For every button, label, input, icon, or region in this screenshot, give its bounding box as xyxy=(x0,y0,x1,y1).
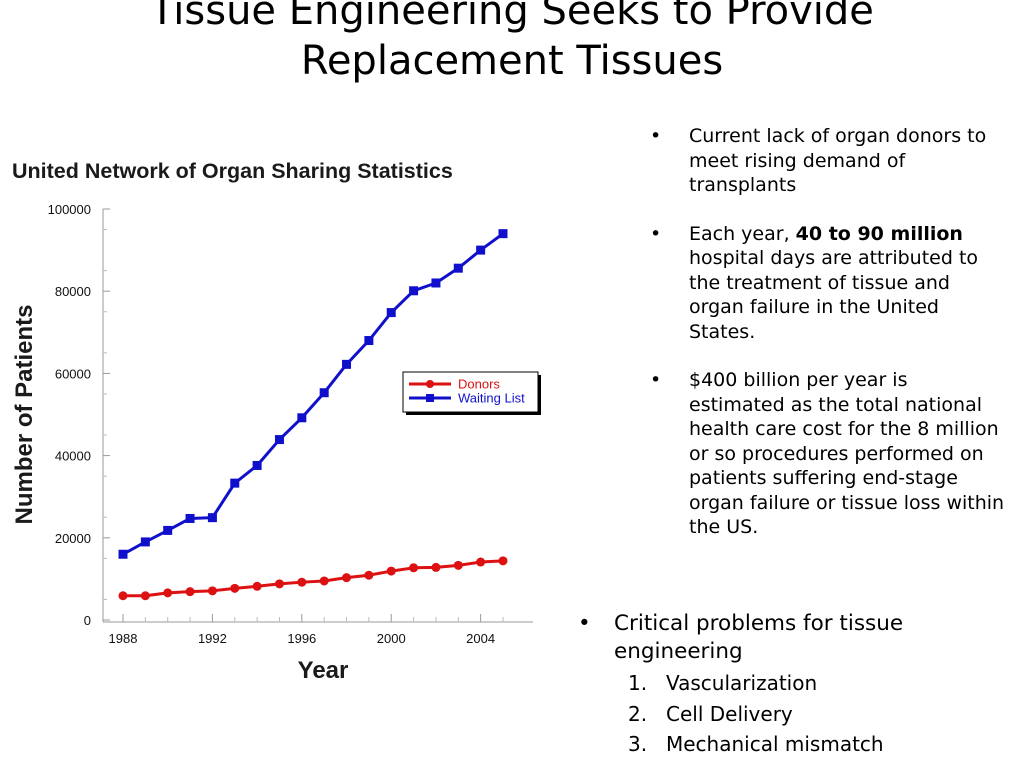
critical-item-vascularization: 1. Vascularization xyxy=(576,668,1016,699)
critical-item-number: 3. xyxy=(628,732,648,756)
slide-title-line-1: Tissue Engineering Seeks to Provide xyxy=(150,0,874,34)
legend-donors-marker xyxy=(426,380,434,388)
bullet-list: Current lack of organ donors to meet ris… xyxy=(648,124,1008,564)
chart-title: United Network of Organ Sharing Statisti… xyxy=(12,159,453,183)
bullet-hospital-days-prefix: Each year, xyxy=(689,222,796,245)
waiting-list-point xyxy=(118,549,128,559)
waiting-list-point xyxy=(163,525,173,535)
y-tick-label: 80000 xyxy=(55,284,91,299)
y-tick-label: 0 xyxy=(84,613,91,628)
donors-point xyxy=(431,562,441,572)
y-axis-label: Number of Patients xyxy=(11,304,38,524)
critical-item-number: 1. xyxy=(628,671,648,695)
slide-title-line-2: Replacement Tissues xyxy=(300,38,724,84)
donors-point xyxy=(319,576,329,586)
critical-item-text: Cell Delivery xyxy=(666,701,793,726)
critical-item-text: Vascularization xyxy=(666,671,818,695)
critical-problems: Critical problems for tissue engineering… xyxy=(576,610,1016,760)
critical-problems-lead-text: Critical problems for tissue engineering xyxy=(614,611,904,664)
donors-point xyxy=(342,573,352,583)
waiting-list-point xyxy=(297,413,307,423)
y-tick-label: 20000 xyxy=(55,531,91,546)
critical-problems-lead: Critical problems for tissue engineering xyxy=(576,610,1016,666)
waiting-list-point xyxy=(185,513,195,523)
donors-point xyxy=(118,591,128,601)
waiting-list-point xyxy=(364,336,374,346)
bullet-hospital-days: Each year, 40 to 90 million hospital day… xyxy=(648,222,1008,345)
waiting-list-point xyxy=(498,229,508,239)
x-tick-label: 1996 xyxy=(287,631,316,646)
waiting-list-point xyxy=(386,308,396,318)
legend-waiting-list-marker xyxy=(426,394,434,402)
y-tick-label: 100000 xyxy=(48,202,91,217)
donors-point xyxy=(163,588,173,598)
waiting-list-point xyxy=(431,278,441,288)
organ-sharing-chart: United Network of Organ Sharing Statisti… xyxy=(11,159,541,684)
donors-point xyxy=(297,577,307,587)
donors-point xyxy=(274,579,284,589)
bullet-hospital-days-highlight: 40 to 90 million xyxy=(795,222,963,245)
waiting-list-point xyxy=(453,263,463,273)
bullet-organ-donors-text: Current lack of organ donors to meet ris… xyxy=(689,125,987,196)
waiting-list-point xyxy=(207,513,217,523)
critical-item-number: 2. xyxy=(628,701,648,726)
bullet-health-care-cost-text: $400 billion per year is estimated as th… xyxy=(689,369,1005,538)
donors-point xyxy=(207,586,217,596)
legend-donors-label: Donors xyxy=(458,377,500,392)
slide-title: Tissue Engineering Seeks to Provide Repl… xyxy=(0,0,1024,86)
donors-point xyxy=(140,591,150,601)
y-tick-label: 60000 xyxy=(55,366,91,381)
donors-point xyxy=(252,581,262,591)
waiting-list-point xyxy=(342,359,352,369)
critical-item-text: Mechanical mismatch xyxy=(666,732,884,756)
x-tick-label: 1992 xyxy=(198,631,227,646)
legend-box xyxy=(402,371,539,413)
donors-point xyxy=(185,587,195,597)
bullet-health-care-cost: $400 billion per year is estimated as th… xyxy=(648,368,1008,540)
critical-item-cell-delivery: 2. Cell Delivery xyxy=(576,699,1016,730)
y-tick-label: 40000 xyxy=(55,449,91,464)
waiting-list-point xyxy=(252,460,262,470)
waiting-list-point xyxy=(140,537,150,547)
bullet-hospital-days-suffix: hospital days are attributed to the trea… xyxy=(689,247,979,343)
donors-line xyxy=(123,559,504,598)
x-axis-label: Year xyxy=(298,657,349,684)
critical-problems-list: 1. Vascularization 2. Cell Delivery 3. M… xyxy=(576,668,1016,760)
donors-point xyxy=(453,560,463,570)
x-tick-label: 1988 xyxy=(109,631,138,646)
x-tick-label: 2000 xyxy=(377,631,406,646)
donors-point xyxy=(498,556,508,566)
waiting-list-point xyxy=(409,286,419,296)
donors-point xyxy=(476,557,486,567)
legend-waiting-list-label: Waiting List xyxy=(458,391,525,406)
donors-point xyxy=(409,563,419,573)
donors-point xyxy=(364,570,374,580)
waiting-list-point xyxy=(230,478,240,488)
waiting-list-point xyxy=(319,388,329,398)
bullet-organ-donors: Current lack of organ donors to meet ris… xyxy=(648,124,1008,198)
waiting-list-point xyxy=(476,245,486,255)
critical-item-mechanical-mismatch: 3. Mechanical mismatch xyxy=(576,729,1016,760)
waiting-list-point xyxy=(274,435,284,445)
donors-point xyxy=(230,583,240,593)
donors-point xyxy=(386,566,396,576)
x-tick-label: 2004 xyxy=(466,631,495,646)
